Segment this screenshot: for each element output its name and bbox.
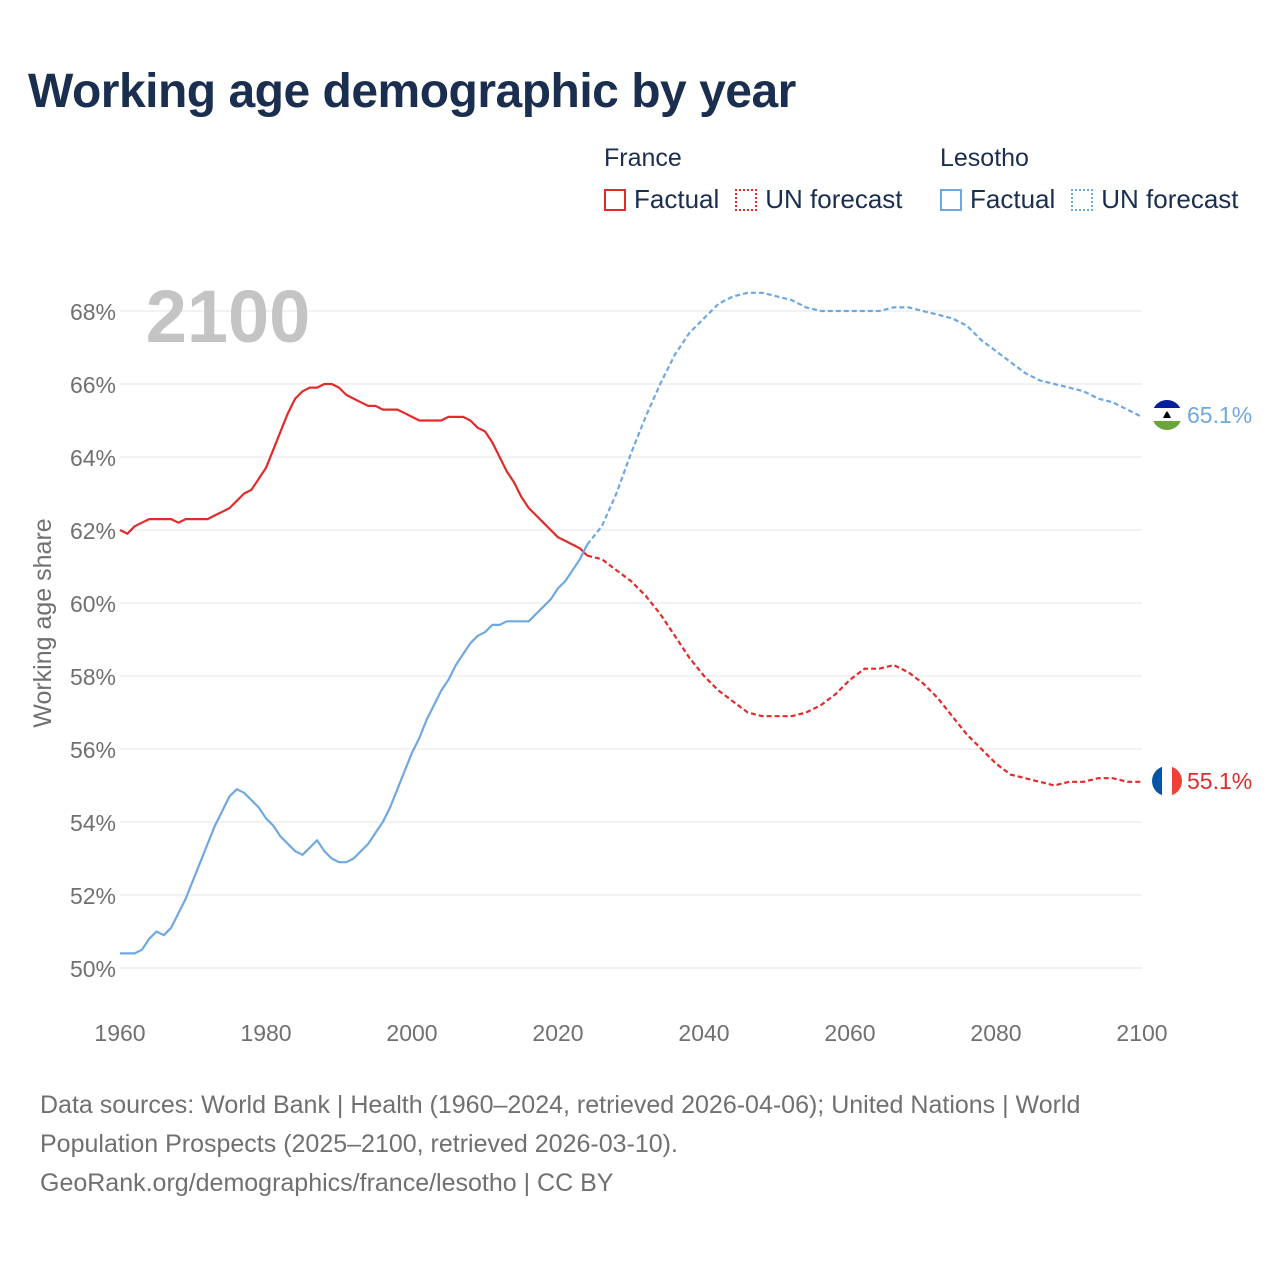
legend-france: France Factual UN forecast	[604, 144, 919, 215]
legend-lesotho: Lesotho Factual UN forecast	[940, 144, 1255, 215]
legend-france-forecast-label: UN forecast	[765, 184, 903, 214]
y-tick-label-64: 64%	[70, 445, 116, 471]
y-tick-label-62: 62%	[70, 518, 116, 544]
y-tick-label-56: 56%	[70, 737, 116, 763]
x-tick-label-1960: 1960	[94, 1020, 145, 1046]
year-watermark: 2100	[146, 275, 311, 358]
footer-line-3[interactable]: GeoRank.org/demographics/france/lesotho …	[40, 1169, 614, 1197]
legend-france-factual[interactable]: Factual	[604, 184, 719, 215]
france-flag-icon	[1152, 766, 1182, 796]
x-tick-label-2100: 2100	[1116, 1020, 1167, 1046]
legend-france-forecast-swatch	[735, 188, 758, 211]
lesotho-factual-line	[120, 544, 589, 955]
legend-lesotho-forecast-label: UN forecast	[1101, 184, 1239, 214]
y-tick-label-68: 68%	[70, 299, 116, 325]
line-chart: 50% 52% 54% 56% 58% 60% 62% 64% 66% 68% 1960 1980 2…	[29, 275, 1252, 1046]
legend-france-factual-swatch	[604, 188, 626, 211]
france-end-label: 55.1%	[1187, 768, 1252, 794]
y-tick-label-58: 58%	[70, 664, 116, 690]
y-axis-label: Working age share	[29, 518, 57, 727]
x-axis-ticks: 1960 1980 2000 2020 2040 2060 2080 2100	[94, 1020, 1167, 1046]
legend-lesotho-forecast-swatch	[1071, 188, 1094, 211]
y-tick-label-50: 50%	[70, 956, 116, 982]
y-tick-label-54: 54%	[70, 810, 116, 836]
x-tick-label-2080: 2080	[970, 1020, 1021, 1046]
y-axis-ticks: 50% 52% 54% 56% 58% 60% 62% 64% 66% 68%	[70, 299, 116, 982]
x-tick-label-2040: 2040	[678, 1020, 729, 1046]
france-factual-line	[119, 382, 588, 557]
y-tick-label-52: 52%	[70, 883, 116, 909]
legend-lesotho-forecast[interactable]: UN forecast	[1071, 184, 1239, 215]
x-tick-label-2060: 2060	[824, 1020, 875, 1046]
legend-lesotho-title: Lesotho	[940, 144, 1029, 172]
footer-line-2: Population Prospects (2025–2100, retriev…	[40, 1130, 678, 1158]
footer-line-1: Data sources: World Bank | Health (1960–…	[40, 1091, 1081, 1119]
lesotho-forecast-line	[586, 291, 1143, 546]
legend-france-factual-label: Factual	[634, 184, 720, 214]
legend-france-title: France	[604, 144, 682, 172]
grid-lines	[120, 310, 1142, 969]
legend-lesotho-factual[interactable]: Factual	[940, 184, 1055, 215]
x-tick-label-2020: 2020	[532, 1020, 583, 1046]
legend-france-forecast[interactable]: UN forecast	[735, 184, 903, 215]
lesotho-flag-icon	[1152, 400, 1182, 430]
legend-lesotho-factual-label: Factual	[970, 184, 1056, 214]
x-tick-label-2000: 2000	[386, 1020, 437, 1046]
chart-title: Working age demographic by year	[28, 65, 796, 118]
x-tick-label-1980: 1980	[240, 1020, 291, 1046]
france-forecast-line	[586, 554, 1142, 787]
legend-lesotho-factual-swatch	[940, 188, 962, 211]
lesotho-end-label: 65.1%	[1187, 402, 1252, 428]
y-tick-label-66: 66%	[70, 372, 116, 398]
footer-sources: Data sources: World Bank | Health (1960–…	[40, 1086, 1240, 1203]
y-tick-label-60: 60%	[70, 591, 116, 617]
